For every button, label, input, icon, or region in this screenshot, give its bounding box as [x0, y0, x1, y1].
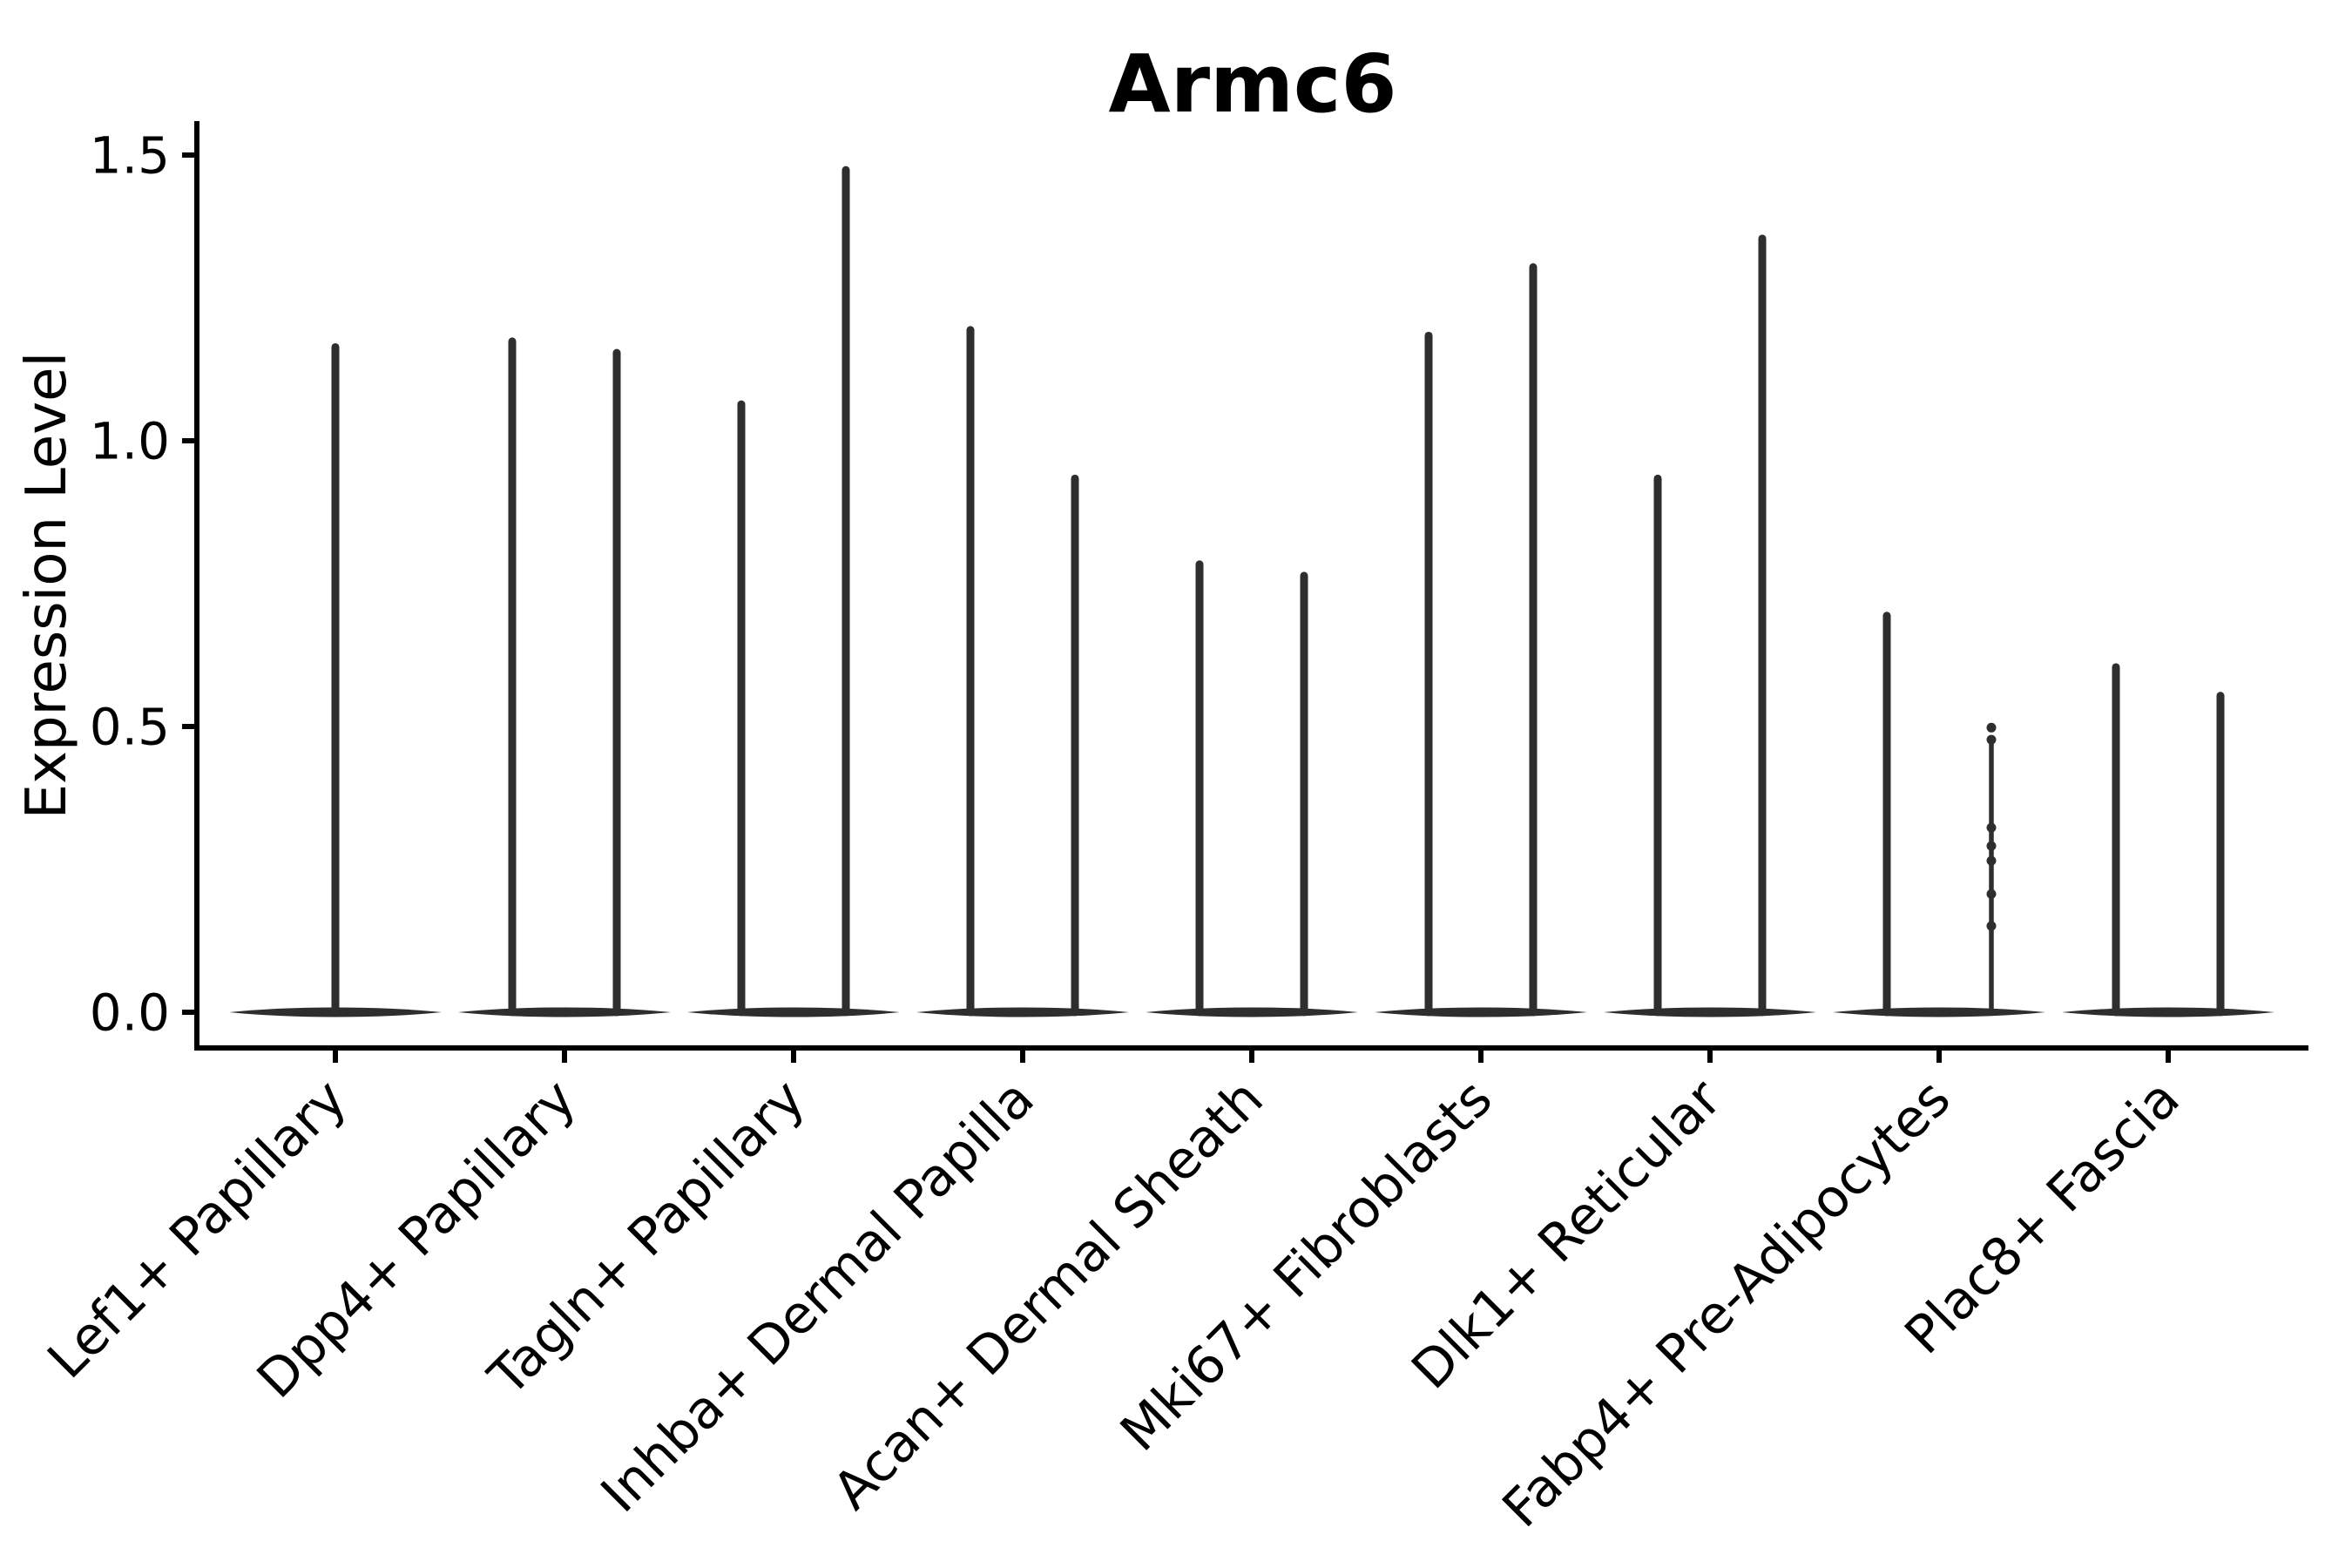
y-tick-label: 1.5 [90, 125, 170, 185]
y-tick-label: 0.5 [90, 697, 170, 756]
violin-base [1146, 1007, 1358, 1017]
expression-dot [1986, 889, 1997, 899]
violin-base [687, 1007, 900, 1017]
expression-dot [1986, 841, 1997, 851]
violins-group [229, 166, 2274, 1017]
expression-dot [1986, 734, 1997, 745]
violin-base [458, 1007, 671, 1017]
x-tick-label: Inhba+ Dermal Papilla [590, 1068, 1046, 1524]
expression-dot [1986, 822, 1997, 833]
expression-dot [1986, 855, 1997, 866]
y-axis-label: Expression Level [15, 352, 79, 820]
violin-base [1833, 1007, 2045, 1017]
y-tick-labels-group: 0.0 0.5 1.0 1.5 [90, 125, 170, 1042]
expression-dot [1986, 921, 1997, 931]
expression-dot [1986, 722, 1997, 733]
y-tick-label: 1.0 [90, 411, 170, 470]
violin-base [2062, 1007, 2274, 1017]
y-tick-label: 0.0 [90, 983, 170, 1042]
x-tick-label: Fabp4+ Pre-Adipocytes [1491, 1068, 1963, 1539]
axes-group [182, 121, 2308, 1063]
violin-base [916, 1007, 1129, 1017]
chart-title: Armc6 [1109, 37, 1397, 131]
x-tick-label: Mki67+ Fibroblasts [1109, 1068, 1504, 1463]
x-tick-label: Acan+ Dermal Sheath [821, 1068, 1275, 1522]
violin-base [1604, 1007, 1816, 1017]
violin-base [1375, 1007, 1587, 1017]
